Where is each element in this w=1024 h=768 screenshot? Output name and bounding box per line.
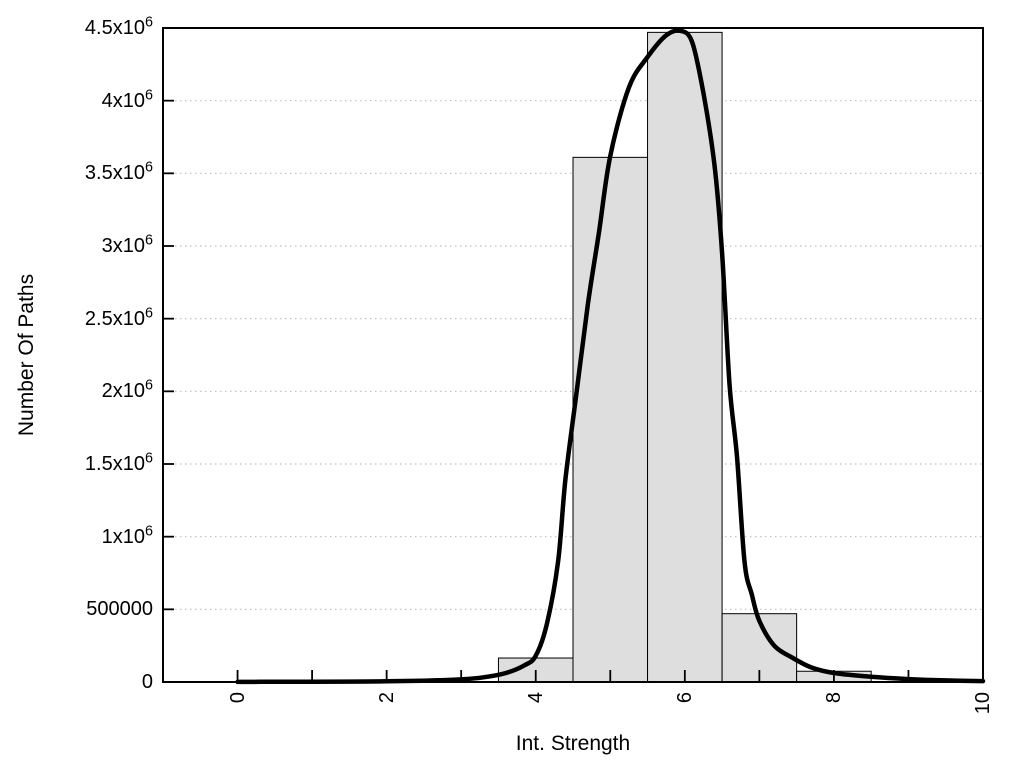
y-axis-title: Number Of Paths	[15, 273, 38, 437]
x-tick-label: 0	[226, 692, 249, 704]
y-tick-label: 4x106	[101, 87, 153, 112]
histogram-bar	[572, 156, 649, 683]
x-tick-label: 4	[524, 692, 547, 704]
y-tick-label: 0	[141, 671, 153, 693]
y-tick-label: 3.5x106	[84, 159, 153, 185]
y-tick-label: 4.5x106	[84, 14, 153, 39]
y-tick-label: 2.5x106	[84, 305, 153, 330]
plot-frame	[162, 27, 984, 683]
x-tick-label: 2	[375, 692, 398, 704]
y-tick-exponent: 6	[144, 232, 153, 249]
y-tick-exponent: 6	[144, 523, 153, 539]
y-tick-label: 1x106	[101, 523, 153, 548]
y-tick-exponent: 6	[144, 14, 153, 31]
y-tick-exponent: 6	[144, 159, 153, 176]
x-tick-label: 8	[822, 692, 845, 704]
y-tick-label: 3x106	[101, 232, 153, 257]
y-tick-label: 2x106	[101, 377, 153, 403]
x-tick-label: 10	[972, 692, 994, 715]
x-axis-title: Int. Strength	[515, 732, 631, 755]
x-tick-label: 6	[673, 692, 696, 704]
y-tick-exponent: 6	[144, 87, 153, 103]
y-tick-label: 500000	[86, 598, 153, 621]
y-tick-exponent: 6	[144, 305, 153, 321]
y-tick-label: 1.5x106	[84, 450, 153, 475]
y-tick-exponent: 6	[144, 377, 153, 394]
fit-curve	[235, 28, 986, 685]
y-tick-exponent: 6	[144, 450, 153, 467]
